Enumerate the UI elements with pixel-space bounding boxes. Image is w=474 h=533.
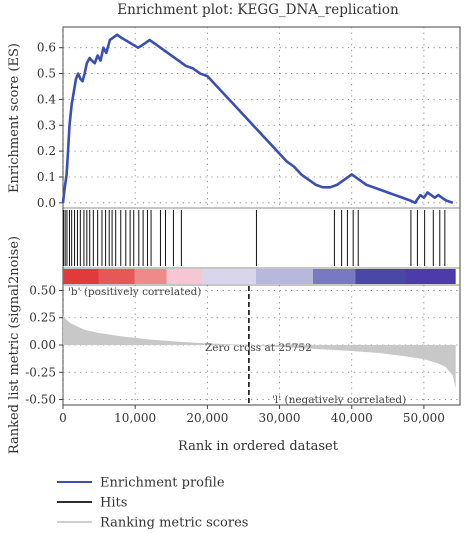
metric-y-tick-label: -0.50 [25, 393, 56, 407]
legend-label-1: Hits [100, 496, 127, 511]
x-tick-label: 0 [59, 411, 67, 425]
es-y-tick-label: 0.3 [37, 118, 56, 132]
enrichment-profile-line [61, 33, 454, 205]
enrichment-profile-layer [61, 33, 454, 205]
positive-correlation-label: 'b' (positively correlated) [68, 286, 201, 298]
legend-label-0: Enrichment profile [100, 476, 225, 491]
hits-panel [63, 210, 446, 266]
ranking-metric-area [63, 315, 456, 389]
es-y-tick-label: 0.0 [37, 196, 56, 210]
x-tick-label: 50,000 [403, 411, 445, 425]
es-y-tick-label: 0.4 [37, 92, 56, 106]
es-y-tick-label: 0.2 [37, 144, 56, 158]
chart-title: Enrichment plot: KEGG_DNA_replication [117, 2, 399, 18]
metric-y-tick-label: 0.25 [29, 311, 56, 325]
es-y-tick-label: 0.6 [37, 41, 56, 55]
metric-y-axis: 0.50 0.25 0.00 -0.25 -0.50 [25, 283, 63, 407]
ranking-heat-bar [63, 269, 456, 284]
gridlines [62, 27, 460, 405]
legend: Enrichment profile Hits Ranking metric sco… [57, 476, 248, 531]
heat-bar-gradient [63, 269, 456, 284]
negative-correlation-label: 'l' (negatively correlated) [272, 394, 406, 406]
x-tick-label: 30,000 [259, 411, 301, 425]
x-axis: 0 10,000 20,000 30,000 40,000 50,000 [59, 405, 445, 425]
x-tick-label: 10,000 [114, 411, 156, 425]
metric-y-tick-label: -0.25 [25, 365, 56, 379]
es-y-tick-label: 0.1 [37, 170, 56, 184]
y-axis-label-metric: Ranked list metric (signal2noise) [7, 236, 22, 454]
es-y-tick-label: 0.5 [37, 67, 56, 81]
x-tick-label: 40,000 [331, 411, 373, 425]
y-axis-label-es: Enrichment score (ES) [7, 43, 22, 193]
ranking-metric-panel [63, 286, 456, 404]
es-y-axis: 0.0 0.1 0.2 0.3 0.4 0.5 0.6 [37, 41, 63, 210]
zero-cross-label: Zero cross at 25752 [205, 342, 312, 354]
plot-frame [62, 26, 461, 406]
x-tick-label: 20,000 [186, 411, 228, 425]
legend-label-2: Ranking metric scores [100, 516, 248, 531]
metric-y-tick-label: 0.50 [29, 283, 56, 297]
metric-y-tick-label: 0.00 [29, 338, 56, 352]
x-axis-label: Rank in ordered dataset [178, 439, 339, 454]
